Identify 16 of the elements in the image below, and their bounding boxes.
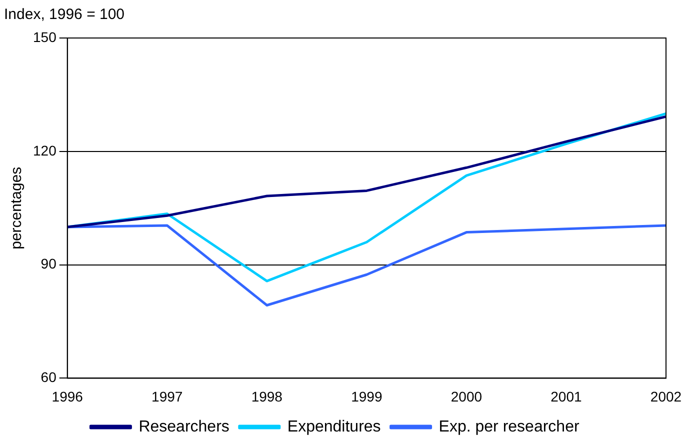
x-tick-label: 2000 — [450, 388, 482, 404]
y-tick-label: 90 — [40, 256, 57, 272]
legend-label: Expenditures — [287, 418, 381, 436]
y-tick-label: 150 — [33, 28, 57, 45]
chart-title: Index, 1996 = 100 — [4, 6, 125, 24]
x-tick-label: 1997 — [152, 388, 183, 404]
x-tick-label: 1998 — [251, 388, 283, 404]
legend-label: Researchers — [138, 418, 230, 436]
x-tick-label: 1996 — [52, 388, 84, 404]
y-tick-label: 60 — [40, 369, 57, 386]
x-tick-label: 2002 — [650, 388, 682, 404]
y-tick-label: 120 — [33, 142, 57, 158]
y-axis-title: percentages — [8, 166, 26, 250]
legend-label: Exp. per researcher — [438, 418, 580, 436]
x-tick-label: 2001 — [550, 388, 582, 404]
x-tick-label: 1999 — [351, 388, 382, 404]
